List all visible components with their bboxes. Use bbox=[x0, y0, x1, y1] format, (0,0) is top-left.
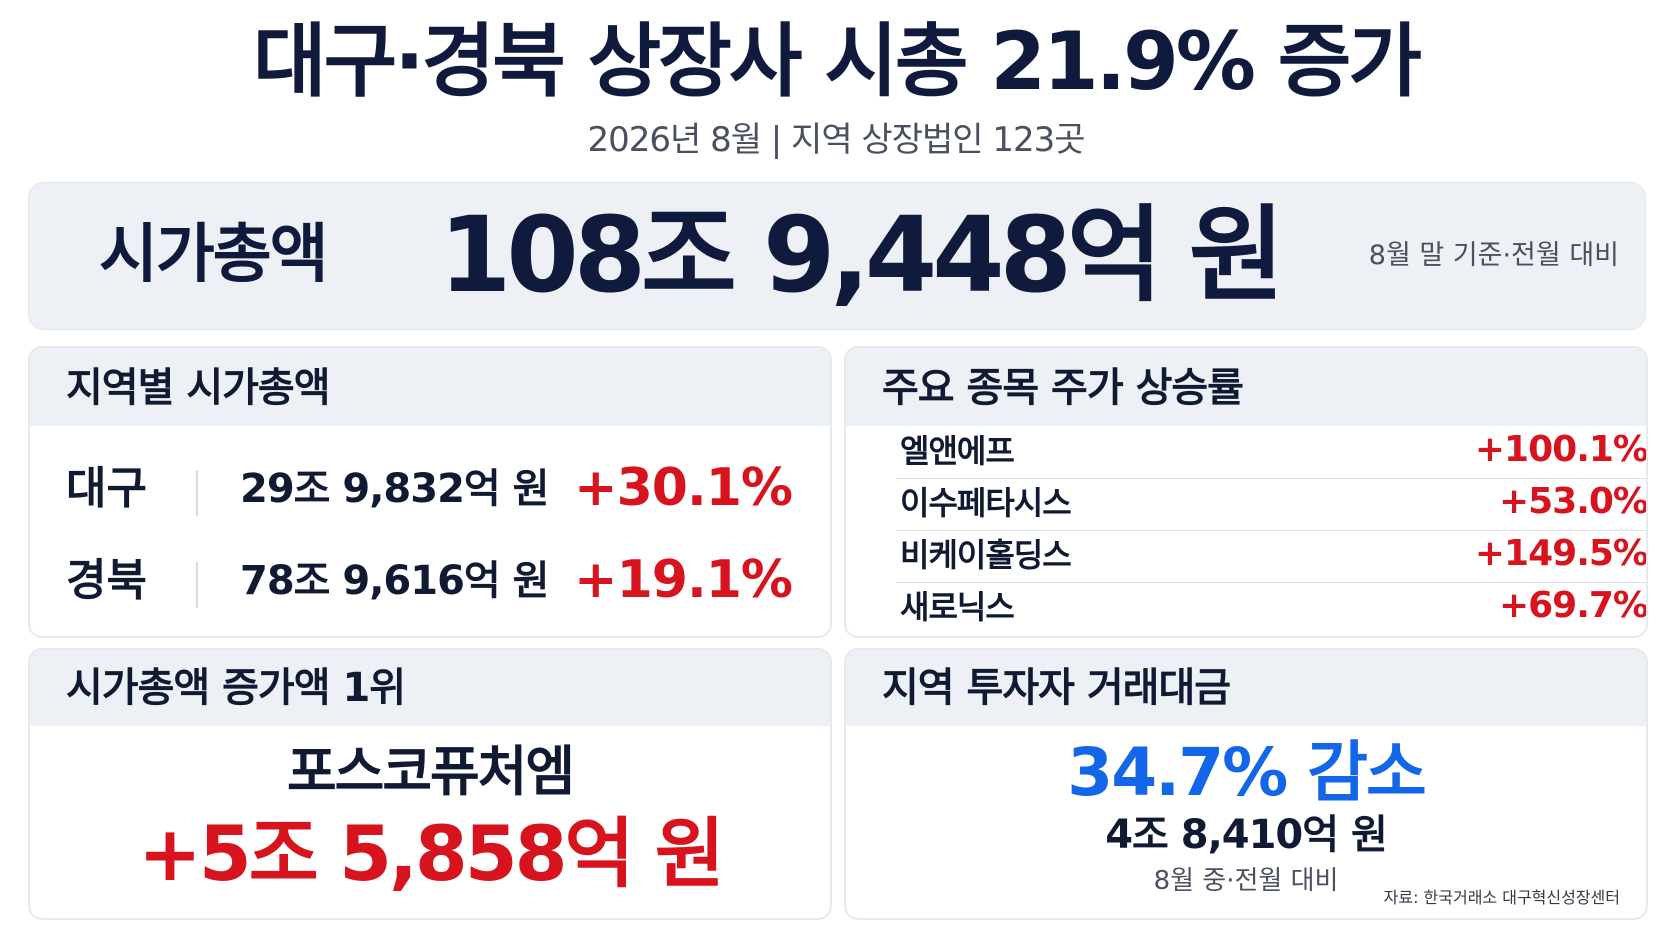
region-value: 78조 9,616억 원 bbox=[240, 558, 549, 604]
trading-note: 8월 중·전월 대비 bbox=[1153, 866, 1339, 896]
stock-change: +149.5% bbox=[1474, 533, 1648, 574]
stock-row: 이수페타시스 +53.0% bbox=[896, 478, 1648, 531]
region-card-header: 지역별 시가총액 bbox=[30, 348, 830, 426]
page-subtitle: 2026년 8월 | 지역 상장법인 123곳 bbox=[587, 120, 1085, 160]
hero-note: 8월 말 기준·전월 대비 bbox=[1368, 240, 1619, 271]
stock-name: 비케이홀딩스 bbox=[900, 536, 1072, 574]
stock-name: 새로닉스 bbox=[900, 588, 1015, 626]
divider bbox=[196, 562, 198, 608]
region-row-gyeongbuk: 경북 78조 9,616억 원 +19.1% bbox=[30, 536, 830, 626]
top-increase-title: 시가총액 증가액 1위 bbox=[66, 665, 406, 711]
hero-value: 108조 9,448억 원 bbox=[439, 194, 1285, 316]
hero-label: 시가총액 bbox=[99, 218, 329, 292]
stock-change: +53.0% bbox=[1498, 481, 1648, 522]
region-change: +30.1% bbox=[574, 458, 793, 518]
trading-header: 지역 투자자 거래대금 bbox=[846, 650, 1646, 726]
top-increase-card: 시가총액 증가액 1위 포스코퓨처엠 +5조 5,858억 원 bbox=[28, 648, 832, 920]
stock-card-header: 주요 종목 주가 상승률 bbox=[846, 348, 1646, 426]
trading-change: 34.7% 감소 bbox=[1067, 734, 1426, 811]
region-change: +19.1% bbox=[574, 550, 793, 610]
region-name: 경북 bbox=[66, 555, 147, 606]
top-increase-header: 시가총액 증가액 1위 bbox=[30, 650, 830, 726]
region-card-title: 지역별 시가총액 bbox=[66, 365, 331, 411]
trading-amount: 4조 8,410억 원 bbox=[1105, 812, 1388, 858]
stock-row: 새로닉스 +69.7% bbox=[896, 582, 1648, 634]
stock-card: 주요 종목 주가 상승률 엘앤에프 +100.1% 이수페타시스 +53.0% … bbox=[844, 346, 1648, 638]
stock-change: +69.7% bbox=[1498, 585, 1648, 626]
stock-card-title: 주요 종목 주가 상승률 bbox=[882, 365, 1244, 411]
region-row-daegu: 대구 29조 9,832억 원 +30.1% bbox=[30, 444, 830, 534]
stock-name: 이수페타시스 bbox=[900, 484, 1072, 522]
region-name: 대구 bbox=[66, 463, 147, 514]
top-company-name: 포스코퓨처엠 bbox=[286, 740, 575, 803]
source-note: 자료: 한국거래소 대구혁신성장센터 bbox=[1383, 888, 1620, 907]
top-increase-amount: +5조 5,858억 원 bbox=[138, 809, 725, 898]
stock-name: 엘앤에프 bbox=[900, 432, 1015, 470]
stock-row: 엘앤에프 +100.1% bbox=[896, 426, 1648, 479]
page-title: 대구·경북 상장사 시총 21.9% 증가 bbox=[253, 15, 1422, 108]
trading-title: 지역 투자자 거래대금 bbox=[882, 665, 1231, 711]
region-card: 지역별 시가총액 대구 29조 9,832억 원 +30.1% 경북 78조 9… bbox=[28, 346, 832, 638]
trading-card: 지역 투자자 거래대금 34.7% 감소 4조 8,410억 원 8월 중·전월… bbox=[844, 648, 1648, 920]
divider bbox=[196, 470, 198, 516]
region-value: 29조 9,832억 원 bbox=[240, 466, 549, 512]
stock-row: 비케이홀딩스 +149.5% bbox=[896, 530, 1648, 583]
market-cap-hero: 시가총액 108조 9,448억 원 8월 말 기준·전월 대비 bbox=[28, 182, 1646, 330]
stock-change: +100.1% bbox=[1474, 429, 1648, 470]
